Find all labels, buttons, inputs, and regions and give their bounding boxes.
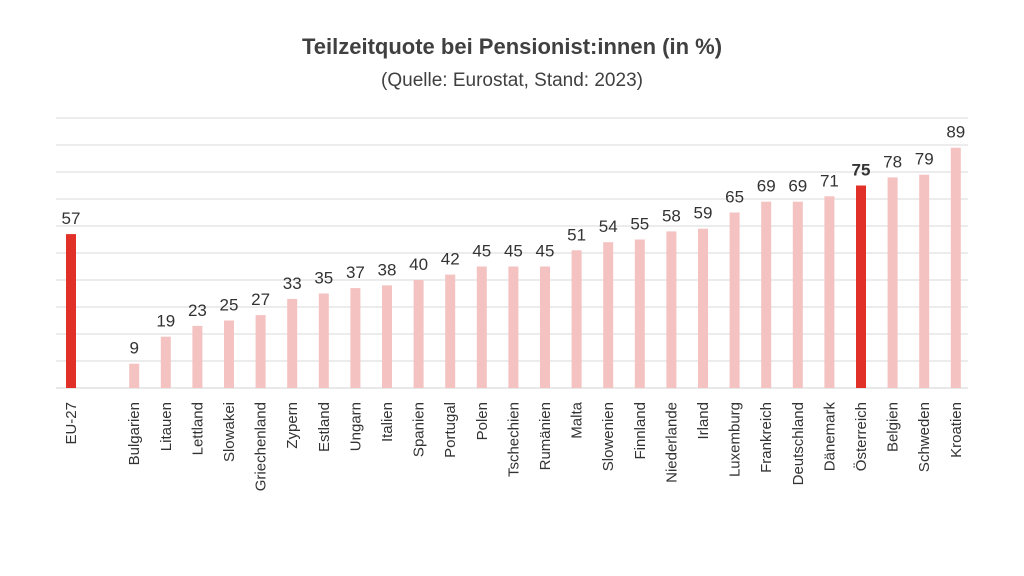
value-label-frankreich: 69 [757, 177, 776, 196]
value-label-bulgarien: 9 [129, 339, 138, 358]
value-label-portugal: 42 [441, 250, 460, 269]
bar-slowenien [603, 242, 614, 388]
category-label-frankreich: Frankreich [758, 402, 775, 473]
category-label-ungarn: Ungarn [347, 402, 364, 451]
category-label-luxemburg: Luxemburg [727, 402, 744, 477]
bar-zypern [287, 298, 298, 388]
category-label-belgien: Belgien [885, 402, 902, 452]
bar-polen [476, 266, 487, 388]
category-label-kroatien: Kroatien [948, 402, 965, 458]
value-label-slowakei: 25 [220, 296, 239, 315]
bar-kroatien [950, 147, 961, 388]
category-label-finnland: Finnland [632, 402, 649, 460]
category-label-italien: Italien [379, 402, 396, 442]
bar-portugal [445, 274, 456, 388]
category-label-deutschland: Deutschland [790, 402, 807, 485]
value-label-litauen: 19 [156, 312, 175, 331]
bars [66, 147, 961, 388]
category-label-spanien: Spanien [411, 402, 428, 457]
value-label-schweden: 79 [915, 150, 934, 169]
bar-spanien [413, 280, 424, 388]
category-label-eu-27: EU-27 [63, 402, 80, 445]
bar-irland [698, 228, 708, 388]
bar-rumaenien [540, 266, 550, 388]
value-label-malta: 51 [567, 225, 586, 244]
value-label-oesterreich: 75 [852, 161, 871, 180]
category-label-litauen: Litauen [158, 402, 175, 451]
category-label-griechenland: Griechenland [253, 402, 270, 491]
bar-lettland [192, 325, 203, 388]
value-label-finnland: 55 [630, 215, 649, 234]
category-label-tschechien: Tschechien [505, 402, 522, 477]
value-label-spanien: 40 [409, 255, 428, 274]
category-label-bulgarien: Bulgarien [126, 402, 143, 465]
category-label-polen: Polen [474, 402, 491, 440]
bar-finnland [634, 239, 645, 388]
chart-subtitle: (Quelle: Eurostat, Stand: 2023) [381, 70, 643, 91]
chart-title: Teilzeitquote bei Pensionist:innen (in %… [301, 34, 723, 59]
category-label-portugal: Portugal [442, 402, 459, 458]
bar-estland [318, 293, 329, 388]
category-label-slowakei: Slowakei [221, 402, 238, 462]
value-label-rumaenien: 45 [536, 242, 555, 261]
value-label-luxemburg: 65 [725, 188, 744, 207]
bar-frankreich [761, 201, 772, 388]
category-labels: EU-27 Bulgarien Litauen Lettland Slowakei Gri… [63, 401, 965, 491]
value-label-niederlande: 58 [662, 206, 681, 225]
bar-malta [571, 250, 582, 388]
bar-niederlande [666, 231, 677, 388]
bar-ungarn [350, 288, 361, 388]
bar-griechenland [255, 315, 266, 388]
bar-slowakei [224, 320, 234, 388]
value-labels: 57 9 19 23 25 27 33 35 37 38 40 42 45 45 45 51 54 55 58 59 6… [62, 123, 966, 358]
bar-luxemburg [729, 212, 740, 388]
value-label-lettland: 23 [188, 301, 207, 320]
bar-oesterreich [856, 185, 866, 388]
category-label-lettland: Lettland [189, 402, 206, 455]
category-label-schweden: Schweden [916, 402, 933, 472]
bar-litauen [160, 336, 171, 388]
value-label-polen: 45 [472, 242, 491, 261]
category-label-daenemark: Dänemark [821, 402, 838, 472]
bar-belgien [887, 177, 898, 388]
value-label-estland: 35 [314, 269, 333, 288]
value-label-deutschland: 69 [788, 177, 807, 196]
value-label-griechenland: 27 [251, 290, 270, 309]
value-label-tschechien: 45 [504, 242, 523, 261]
bar-bulgarien [129, 363, 140, 388]
bar-daenemark [824, 196, 835, 388]
category-label-zypern: Zypern [284, 402, 301, 449]
category-label-niederlande: Niederlande [663, 402, 680, 483]
bar-eu-27 [66, 234, 76, 388]
value-label-slowenien: 54 [599, 217, 618, 236]
value-label-kroatien: 89 [946, 123, 965, 142]
bar-italien [382, 285, 392, 388]
bar-tschechien [508, 266, 519, 388]
value-label-irland: 59 [694, 204, 713, 223]
value-label-belgien: 78 [883, 152, 902, 171]
category-label-rumaenien: Rumänien [537, 402, 554, 470]
value-label-eu-27: 57 [62, 209, 81, 228]
bar-schweden [919, 174, 930, 388]
category-label-estland: Estland [316, 402, 333, 452]
value-label-zypern: 33 [283, 274, 302, 293]
category-label-irland: Irland [695, 402, 712, 440]
value-label-ungarn: 37 [346, 263, 365, 282]
category-label-malta: Malta [569, 401, 586, 438]
category-label-oesterreich: Österreich [852, 402, 870, 471]
category-label-slowenien: Slowenien [600, 402, 617, 471]
bar-deutschland [792, 201, 803, 388]
value-label-daenemark: 71 [820, 171, 839, 190]
value-label-italien: 38 [378, 260, 397, 279]
